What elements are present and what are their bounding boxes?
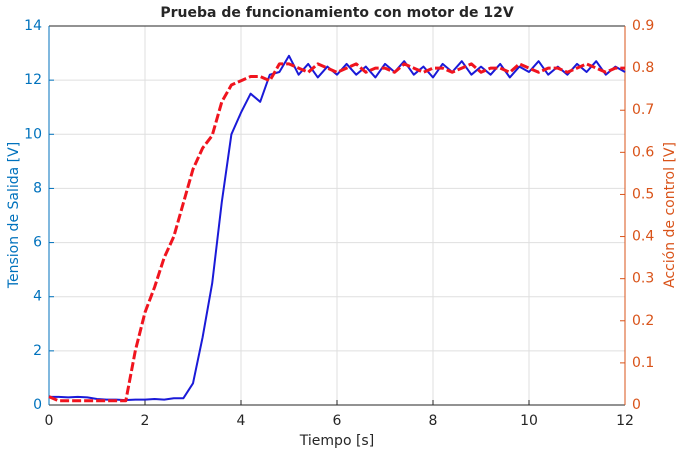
x-axis-label: Tiempo [s] [299,433,374,449]
y2-axis-label: Acción de control [V] [662,142,678,288]
x-tick-label: 10 [520,413,538,429]
y2-tick-label: 0.8 [632,60,654,76]
x-tick-label: 6 [333,413,342,429]
x-tick-label: 4 [237,413,246,429]
y2-tick-label: 0.5 [632,186,654,202]
y-tick-label: 4 [33,289,42,305]
y-tick-label: 0 [33,397,42,413]
y-tick-label: 2 [33,343,42,359]
x-tick-label: 2 [141,413,150,429]
y2-tick-label: 0.7 [632,102,654,118]
y2-tick-label: 0.3 [632,271,654,287]
y-tick-label: 12 [24,72,42,88]
x-tick-label: 0 [45,413,54,429]
y-tick-label: 14 [24,18,42,34]
y2-tick-label: 0.1 [632,355,654,371]
y-tick-label: 10 [24,126,42,142]
x-tick-label: 12 [616,413,634,429]
y2-tick-label: 0.2 [632,313,654,329]
y-tick-label: 8 [33,180,42,196]
data-line [49,54,626,402]
y2-tick-label: 0.6 [632,144,654,160]
y2-tick-label: 0 [632,397,641,413]
y2-tick-label: 0.9 [632,18,654,34]
chart-title: Prueba de funcionamiento con motor de 12… [160,5,513,21]
y-tick-label: 6 [33,235,42,251]
y2-tick-label: 0.4 [632,229,654,245]
data-line [48,62,625,403]
y-axis-label: Tension de Salida [V] [6,142,22,289]
x-tick-label: 8 [429,413,438,429]
